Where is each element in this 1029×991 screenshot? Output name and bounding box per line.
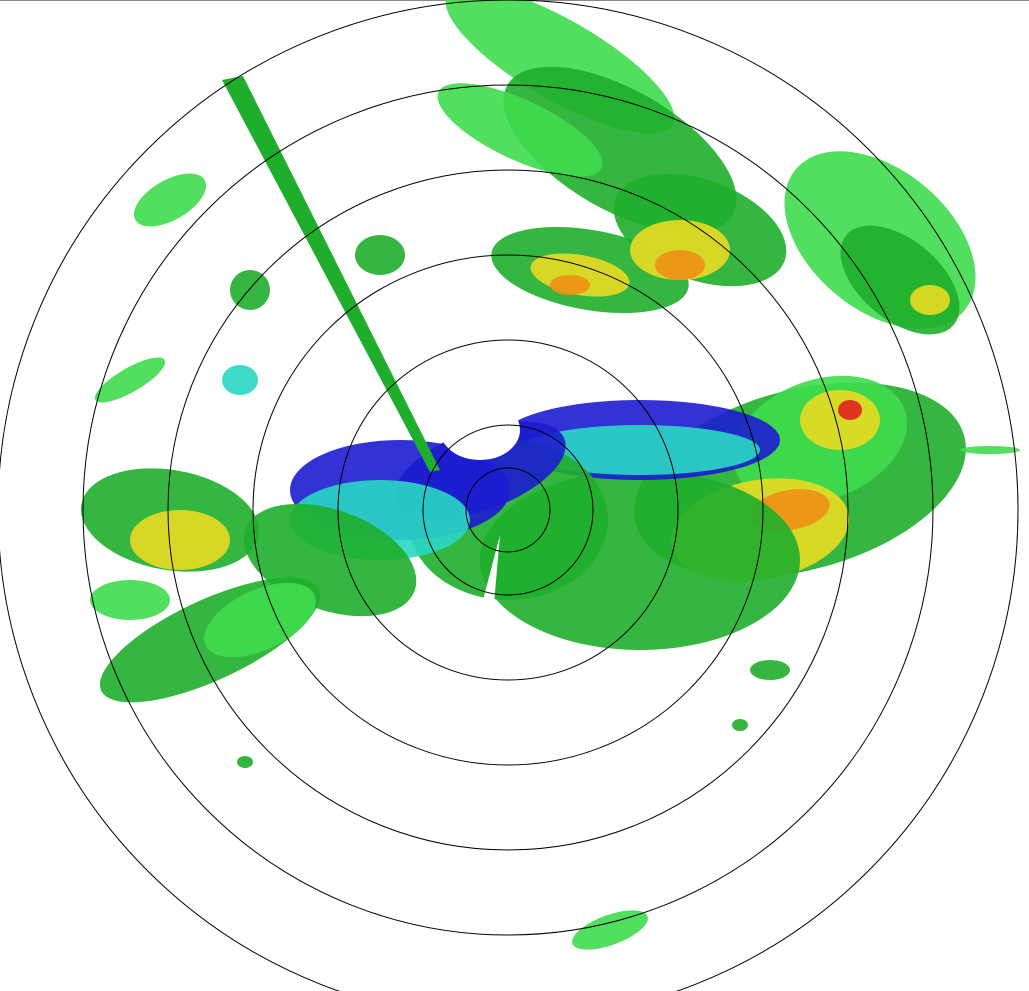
echo-light (520, 425, 760, 475)
range-ring (167, 169, 849, 851)
clear-wedge (470, 535, 500, 650)
echo-moderate (732, 719, 748, 731)
precipitation-echoes (80, 0, 1020, 950)
echo-very_heavy (655, 250, 705, 280)
echo-moderate_light (94, 357, 166, 403)
echo-moderate_light (90, 580, 170, 620)
echo-heavy (800, 390, 880, 450)
range-ring (82, 84, 934, 936)
interference-spike (222, 76, 440, 472)
range-ring (422, 424, 594, 596)
echo-moderate (750, 660, 790, 680)
echo-moderate_light (960, 446, 1020, 454)
echo-moderate_light (437, 83, 603, 177)
echo-heavy (910, 285, 950, 315)
echo-moderate (355, 235, 405, 275)
echo-moderate_light (572, 910, 648, 950)
echo-moderate_light (133, 173, 207, 227)
echo-light (222, 365, 258, 395)
echo-very_heavy (550, 275, 590, 295)
echo-intense (838, 400, 862, 420)
range-ring (337, 339, 679, 681)
echo-moderate (237, 756, 253, 768)
range-ring (465, 467, 551, 553)
range-ring (252, 254, 764, 766)
echo-moderate (230, 270, 270, 310)
echo-heavy (130, 510, 230, 570)
